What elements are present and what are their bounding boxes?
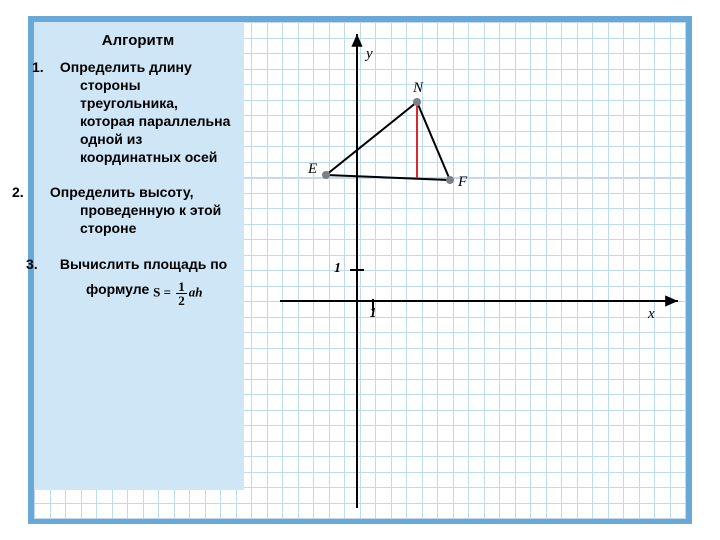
step-text: Определить высоту, проведенную к этой ст… [50,184,221,236]
point-label-F: F [458,174,467,191]
algorithm-step: 3. Вычислить площадь по формуле S = 12ah [42,256,234,307]
algorithm-panel: Алгоритм 1. Определить длину стороны тре… [34,22,244,490]
area-formula: S = 12ah [153,280,202,307]
algorithm-step: 1. Определить длину стороны треугольника… [42,59,234,166]
algorithm-step: 2. Определить высоту, проведенную к этой… [42,184,234,238]
algorithm-title: Алгоритм [42,32,234,49]
point-label-N: N [413,80,423,97]
step-text: Определить длину стороны треугольника, к… [60,59,230,165]
point-label-E: E [308,161,317,178]
algorithm-items: 1. Определить длину стороны треугольника… [42,59,234,307]
